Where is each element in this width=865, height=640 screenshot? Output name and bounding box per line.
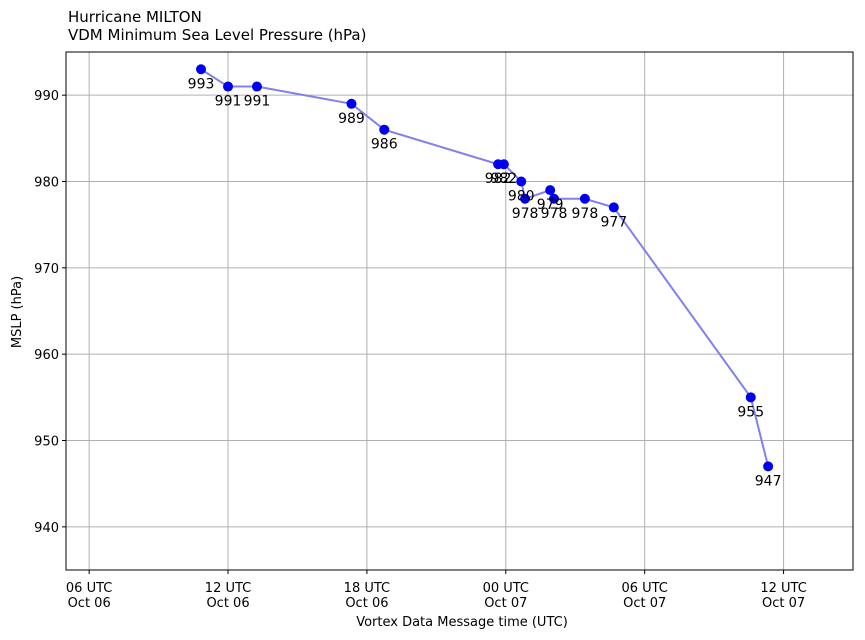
data-label: 977 [600,214,627,230]
data-point [745,392,756,403]
y-tick-label: 950 [34,435,59,450]
x-tick-label: 12 UTC [760,581,806,596]
data-point [549,193,560,204]
data-point [346,98,357,109]
data-label: 978 [541,206,568,222]
data-label: 955 [737,404,764,420]
y-tick-label: 940 [34,521,59,536]
x-tick-label: 18 UTC [344,581,390,596]
data-label: 978 [512,206,539,222]
x-tick-date-label: Oct 06 [206,596,249,611]
data-point [516,176,527,187]
grid-lines [66,52,853,570]
chart-subtitle: VDM Minimum Sea Level Pressure (hPa) [68,26,367,44]
data-point [545,185,556,196]
data-label: 993 [188,76,215,92]
x-tick-date-label: Oct 06 [68,596,111,611]
y-tick-label: 980 [34,176,59,191]
y-tick-label: 970 [34,262,59,277]
data-label: 979 [537,197,564,213]
data-label: 982 [485,171,512,187]
y-tick-label: 960 [34,348,59,363]
data-point [498,159,509,170]
data-label: 982 [490,171,517,187]
data-label: 991 [215,94,242,110]
data-point [763,461,774,472]
y-axis-label: MSLP (hPa) [10,276,25,348]
data-label: 986 [371,137,398,153]
data-label: 980 [508,189,535,205]
x-tick-date-label: Oct 06 [345,596,388,611]
x-tick-label: 12 UTC [205,581,251,596]
data-label: 947 [755,473,782,489]
data-label: 989 [338,111,365,127]
y-tick-label: 990 [34,89,59,104]
data-label: 991 [244,94,271,110]
data-point [608,202,619,213]
x-tick-date-label: Oct 07 [484,596,527,611]
data-label: 978 [572,206,599,222]
plot-frame [65,51,854,571]
data-point [251,81,262,92]
x-tick-date-label: Oct 07 [762,596,805,611]
x-tick-date-label: Oct 07 [623,596,666,611]
data-point [223,81,234,92]
data-point [379,124,390,135]
x-tick-label: 00 UTC [483,581,529,596]
data-points [196,64,774,472]
data-point [579,193,590,204]
x-tick-label: 06 UTC [66,581,112,596]
x-axis-label: Vortex Data Message time (UTC) [356,615,568,630]
data-point [520,193,531,204]
x-tick-label: 06 UTC [621,581,667,596]
chart-title: Hurricane MILTON [68,8,202,26]
data-point [196,64,207,75]
